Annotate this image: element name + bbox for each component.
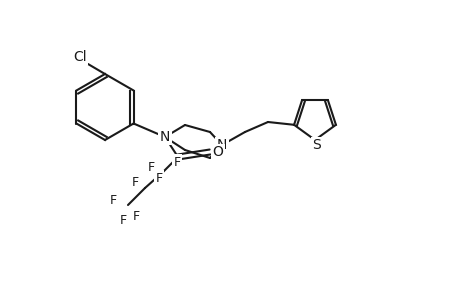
Text: Cl: Cl <box>73 50 87 64</box>
Text: O: O <box>212 145 223 159</box>
Text: N: N <box>216 138 227 152</box>
Text: F: F <box>132 211 139 224</box>
Text: F: F <box>173 155 180 169</box>
Text: N: N <box>159 130 170 144</box>
Text: F: F <box>147 160 154 173</box>
Text: F: F <box>109 194 116 206</box>
Text: S: S <box>312 138 321 152</box>
Text: F: F <box>155 172 162 184</box>
Text: F: F <box>119 214 126 226</box>
Text: F: F <box>131 176 138 190</box>
